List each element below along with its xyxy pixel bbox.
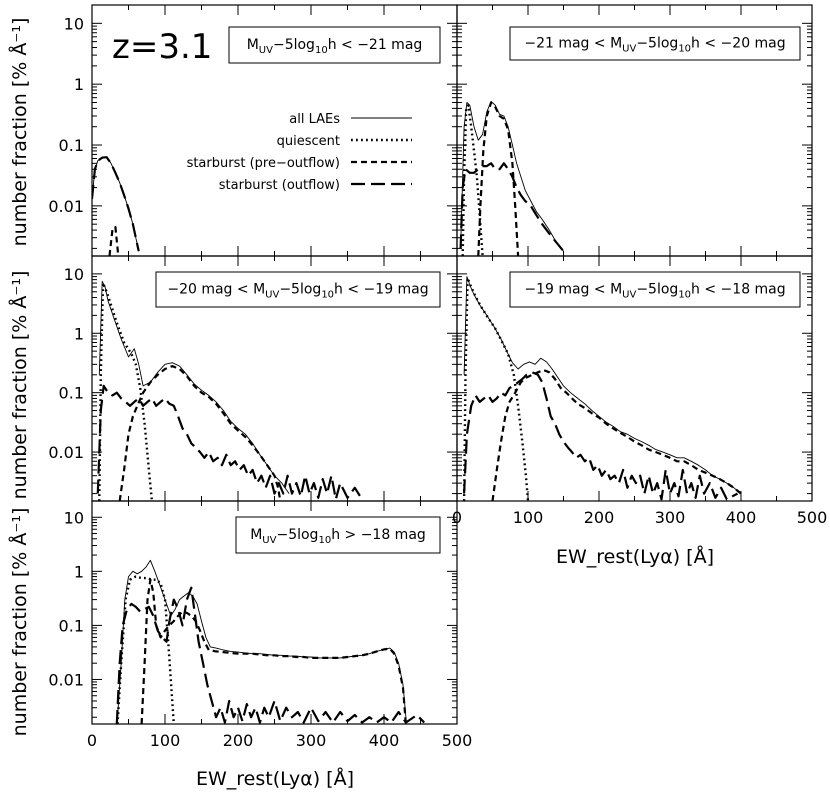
series-pre-panel-1: [108, 225, 120, 256]
series-outflow-panel-4: [463, 371, 739, 501]
y-axis-title-row3: number fraction [% Å⁻¹]: [8, 508, 31, 737]
x-tick-label: 100: [150, 731, 181, 750]
x-axis-title-left: EW_rest(Lyα) [Å]: [196, 767, 354, 790]
curves-layer: [92, 100, 742, 724]
panel-label-4: −19 mag < MUV−5log10h < −18 mag: [524, 282, 785, 301]
y-tick-label: 0.01: [48, 670, 84, 689]
series-outflow-panel-3: [96, 384, 364, 501]
x-tick-label: 300: [655, 508, 686, 527]
panel-curves-3: [96, 280, 364, 501]
series-all-panel-1: [92, 156, 140, 252]
x-tick-label: 500: [442, 731, 473, 750]
panel-label-5: MUV−5log10h > −18 mag: [250, 527, 426, 546]
y-tick-label: 10: [64, 508, 84, 527]
series-all-panel-5: [117, 559, 407, 718]
y-tick-label: 0.1: [59, 616, 84, 635]
series-pre-panel-3: [118, 365, 282, 501]
series-quiescent-panel-5: [116, 575, 175, 724]
panel-label-1: MUV−5log10h < −21 mag: [247, 37, 423, 56]
x-tick-label: 100: [513, 508, 544, 527]
x-tick-label: 400: [726, 508, 757, 527]
series-quiescent-panel-3: [98, 281, 154, 501]
series-all-panel-3: [98, 280, 290, 494]
legend-label-quiescent: quiescent: [277, 134, 340, 149]
legend-label-pre: starburst (pre−outflow): [187, 156, 340, 171]
legend-label-outflow: starburst (outflow): [219, 178, 340, 193]
series-outflow-panel-5: [115, 586, 425, 724]
y-tick-label: 0.1: [59, 136, 84, 155]
panel-label-box-4: [509, 271, 801, 308]
y-axis-titles: number fraction [% Å⁻¹] number fraction …: [8, 18, 31, 737]
legend-label-all: all LAEs: [289, 112, 340, 127]
legend: all LAEs quiescent starburst (pre−outflo…: [187, 112, 412, 193]
panel-label-2: −21 mag < MUV−5log10h < −20 mag: [524, 36, 785, 55]
x-tick-label: 0: [452, 508, 462, 527]
x-tick-label: 200: [223, 731, 254, 750]
y-tick-label: 10: [64, 265, 84, 284]
panel-label-box-1: [228, 26, 441, 64]
series-outflow-panel-2: [459, 162, 565, 252]
panel-label-box-2: [509, 26, 801, 61]
series-all-panel-4: [463, 276, 742, 494]
panel-label-box-5: [235, 516, 441, 554]
x-tick-label: 0: [87, 731, 97, 750]
y-tick-label: 10: [64, 14, 84, 33]
panel-label-3: −20 mag < MUV−5log10h < −19 mag: [167, 282, 428, 301]
x-tick-label: 500: [797, 508, 828, 527]
series-all-panel-2: [460, 100, 564, 252]
redshift-label: z=3.1: [112, 27, 212, 67]
y-tick-label: 0.1: [59, 384, 84, 403]
y-tick-label: 0.01: [48, 443, 84, 462]
x-axis-title-right: EW_rest(Lyα) [Å]: [556, 545, 714, 568]
y-tick-label: 1: [74, 75, 84, 94]
y-tick-label: 1: [74, 562, 84, 581]
panel-curves-4: [462, 276, 742, 501]
panel-label-box-3: [155, 271, 441, 308]
panel-curves-1: [92, 156, 140, 256]
panel-curves-5: [115, 559, 425, 724]
series-pre-panel-4: [491, 369, 742, 501]
x-tick-label: 400: [369, 731, 400, 750]
y-axis-title-row2: number fraction [% Å⁻¹]: [8, 271, 31, 500]
y-tick-label: 1: [74, 324, 84, 343]
panel-curves-2: [459, 100, 565, 256]
x-tick-label: 300: [296, 731, 327, 750]
series-pre-panel-2: [477, 101, 520, 256]
x-tick-label: 200: [584, 508, 615, 527]
y-axis-title-row1: number fraction [% Å⁻¹]: [8, 18, 31, 247]
y-tick-label: 0.01: [48, 197, 84, 216]
ticks-layer: [91, 4, 813, 724]
